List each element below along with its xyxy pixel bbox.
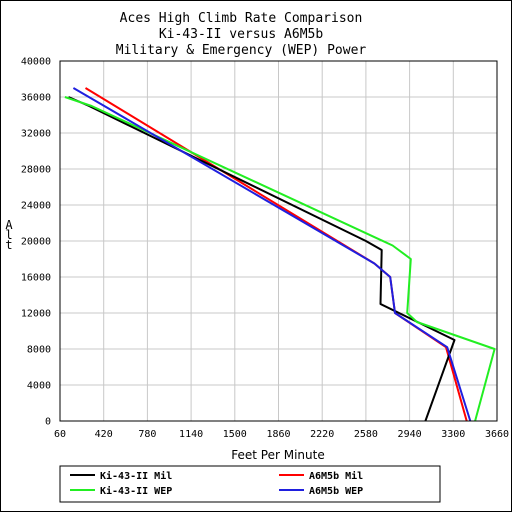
grid-lines (60, 61, 497, 421)
legend-label: Ki-43-II WEP (100, 485, 172, 497)
y-axis-label-letter: t (5, 238, 12, 252)
legend-box (59, 465, 441, 503)
chart-title-line: Ki-43-II versus A6M5b (159, 27, 324, 42)
x-tick-label: 1860 (266, 429, 290, 440)
chart-title-line: Military & Emergency (WEP) Power (116, 43, 367, 58)
legend: Ki-43-II Mil A6M5b Mil Ki-43-II WEP A6M5b W… (59, 465, 441, 503)
x-tick-label: 60 (54, 429, 66, 440)
y-tick-label: 24000 (21, 201, 51, 212)
y-axis-label-letter: A (5, 218, 13, 232)
x-tick-label: 1500 (223, 429, 247, 440)
y-tick-label: 40000 (21, 57, 51, 68)
legend-label: Ki-43-II Mil (100, 470, 172, 482)
legend-label: A6M5b WEP (309, 486, 363, 497)
plot-border (59, 60, 498, 422)
legend-label: A6M5b Mil (309, 470, 363, 482)
y-tick-label: 12000 (21, 309, 51, 320)
y-tick-label: 36000 (21, 93, 51, 104)
x-tick-label: 420 (95, 429, 113, 440)
x-tick-label: 1140 (179, 429, 203, 440)
chart-title: Aces High Climb Rate ComparisonKi-43-II … (116, 11, 367, 58)
y-axis-label: Alt (5, 218, 13, 252)
y-tick-label: 4000 (27, 381, 51, 392)
x-tick-label: 3300 (441, 429, 465, 440)
series-line-3 (72, 87, 472, 422)
x-tick-label: 3660 (485, 429, 509, 440)
chart-title-line: Aces High Climb Rate Comparison (120, 11, 363, 26)
y-tick-label: 28000 (21, 165, 51, 176)
x-tick-labels: 60 420 780 1140 1500 1860 2220 2580 2940 3300 3660 (54, 429, 509, 440)
y-tick-label: 16000 (21, 273, 51, 284)
y-tick-label: 20000 (21, 237, 51, 248)
y-tick-label: 0 (45, 417, 51, 428)
x-tick-label: 780 (138, 429, 156, 440)
series-line-2 (64, 96, 496, 422)
y-tick-labels: 0 4000 8000 12000 16000 20000 24000 28000 32000 3… (21, 57, 51, 428)
series-lines (64, 87, 496, 422)
x-tick-label: 2580 (354, 429, 378, 440)
x-axis-label: Feet Per Minute (231, 448, 324, 462)
y-tick-label: 8000 (27, 345, 51, 356)
x-tick-label: 2220 (310, 429, 334, 440)
y-axis-label-letter: l (5, 228, 12, 242)
y-tick-label: 32000 (21, 129, 51, 140)
x-tick-label: 2940 (398, 429, 422, 440)
